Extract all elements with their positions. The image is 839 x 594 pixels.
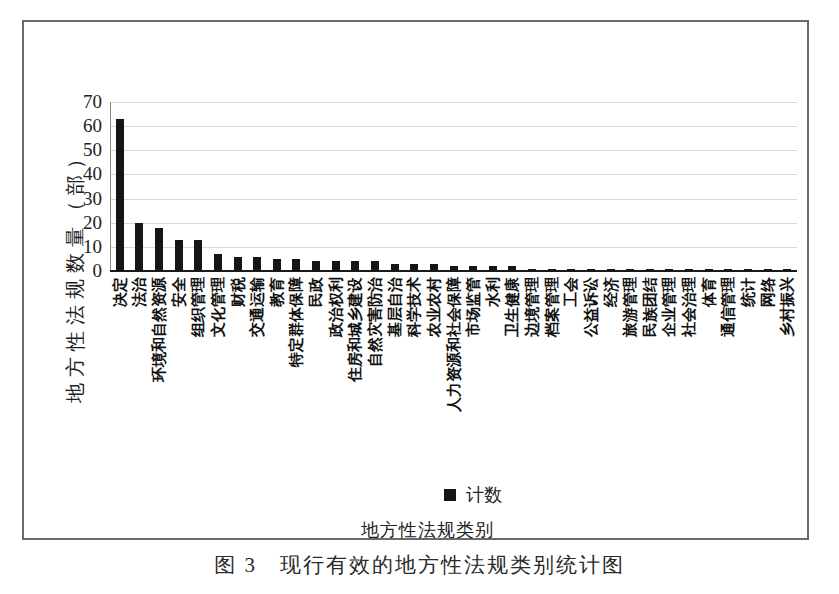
bar: [607, 269, 615, 271]
x-category-label: 统计: [740, 277, 756, 427]
bar: [626, 269, 634, 271]
x-category-label: 教育: [269, 277, 285, 427]
gridline: [110, 102, 797, 103]
bar: [273, 259, 281, 271]
bar: [665, 269, 673, 271]
bar: [351, 261, 359, 271]
x-category-label: 财税: [230, 277, 246, 427]
x-category-label: 卫生健康: [504, 277, 520, 427]
x-category-label: 边境管理: [524, 277, 540, 427]
bar: [469, 266, 477, 271]
x-category-label: 人力资源和社会保障: [446, 277, 462, 427]
gridline: [110, 174, 797, 175]
gridline: [110, 247, 797, 248]
bar: [587, 269, 595, 271]
bar: [548, 269, 556, 271]
bar: [214, 254, 222, 271]
x-category-label: 经济: [603, 277, 619, 427]
y-tick-label: 40: [62, 164, 102, 184]
bar: [724, 269, 732, 271]
legend-series-label: 计数: [466, 483, 502, 507]
x-category-label: 环境和自然资源: [151, 277, 167, 427]
chart-frame: 地方性法规数量（部） 010203040506070决定法治环境和自然资源安全组…: [22, 20, 809, 540]
y-tick-label: 20: [62, 213, 102, 233]
x-category-label: 基层自治: [387, 277, 403, 427]
x-category-label: 工会: [563, 277, 579, 427]
bar: [371, 261, 379, 271]
x-category-label: 组织管理: [190, 277, 206, 427]
bar: [332, 261, 340, 271]
bar: [528, 269, 536, 271]
x-category-label: 决定: [112, 277, 128, 427]
x-category-label: 文化管理: [210, 277, 226, 427]
y-tick-label: 50: [62, 140, 102, 160]
x-category-label: 自然灾害防治: [367, 277, 383, 427]
x-category-label: 安全: [171, 277, 187, 427]
bar: [430, 264, 438, 271]
x-category-label: 民政: [308, 277, 324, 427]
x-category-label: 档案管理: [544, 277, 560, 427]
bar: [646, 269, 654, 271]
y-tick-label: 70: [62, 92, 102, 112]
x-category-label: 公益诉讼: [583, 277, 599, 427]
y-tick-label: 0: [62, 261, 102, 281]
bar: [450, 266, 458, 271]
document-page: 地方性法规数量（部） 010203040506070决定法治环境和自然资源安全组…: [0, 0, 839, 594]
bar: [410, 264, 418, 271]
bar: [116, 119, 124, 271]
bar: [194, 240, 202, 271]
bar: [391, 264, 399, 271]
x-category-label: 市场监管: [465, 277, 481, 427]
x-category-label: 政治权利: [328, 277, 344, 427]
bar: [292, 259, 300, 271]
x-category-label: 旅游管理: [622, 277, 638, 427]
y-tick-label: 10: [62, 237, 102, 257]
x-category-label: 民族团结: [642, 277, 658, 427]
bar: [705, 269, 713, 271]
bar: [783, 269, 791, 271]
bar: [155, 228, 163, 271]
bar: [234, 257, 242, 271]
bar: [567, 269, 575, 271]
x-category-label: 水利: [485, 277, 501, 427]
x-category-label: 交通运输: [249, 277, 265, 427]
bar: [685, 269, 693, 271]
bar: [489, 266, 497, 271]
x-category-label: 乡村振兴: [779, 277, 795, 427]
x-category-label: 社会治理: [681, 277, 697, 427]
x-category-label: 网络: [760, 277, 776, 427]
bar: [508, 266, 516, 271]
y-axis-line: [110, 102, 111, 271]
figure-caption: 图 3 现行有效的地方性法规类别统计图: [0, 551, 839, 579]
legend: 计数: [444, 483, 502, 507]
bar: [744, 269, 752, 271]
x-category-label: 住房和城乡建设: [347, 277, 363, 427]
gridline: [110, 223, 797, 224]
x-category-label: 科学技术: [406, 277, 422, 427]
x-category-label: 特定群体保障: [288, 277, 304, 427]
bar: [312, 261, 320, 271]
y-tick-label: 30: [62, 189, 102, 209]
bar: [135, 223, 143, 271]
x-category-label: 农业农村: [426, 277, 442, 427]
bar: [764, 269, 772, 271]
x-category-label: 企业管理: [661, 277, 677, 427]
gridline: [110, 126, 797, 127]
gridline: [110, 199, 797, 200]
x-category-label: 通信管理: [720, 277, 736, 427]
y-tick-label: 60: [62, 116, 102, 136]
x-category-label: 法治: [131, 277, 147, 427]
bar: [253, 257, 261, 271]
legend-marker-icon: [444, 489, 456, 501]
x-axis-title: 地方性法规类别: [361, 518, 494, 542]
x-category-label: 体育: [701, 277, 717, 427]
gridline: [110, 150, 797, 151]
bar: [175, 240, 183, 271]
